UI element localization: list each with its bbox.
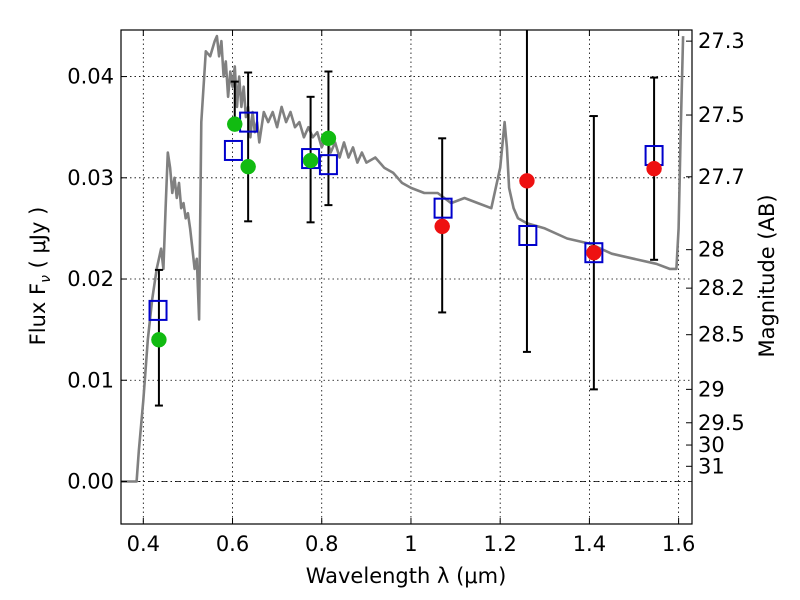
y-axis-label-subscript: ν [38, 275, 54, 283]
model-spectrum [121, 34, 685, 483]
observed-point-green [151, 332, 167, 348]
x-tick-label: 0.6 [216, 532, 249, 556]
magnitude-tick-label: 28 [698, 238, 725, 262]
magnitude-tick-label: 27.3 [698, 29, 745, 53]
y-axis-label-main: Flux F [26, 283, 50, 345]
y-tick-label: 0.00 [67, 469, 114, 493]
x-tick-label: 1.6 [662, 532, 695, 556]
magnitude-tick-label: 28.2 [698, 276, 745, 300]
error-bars [154, 30, 659, 407]
observed-point-green [240, 158, 256, 175]
x-tick-label: 0.4 [127, 532, 160, 556]
observed-point-red [646, 160, 662, 177]
model-square-point [223, 139, 243, 161]
model-square-point [433, 197, 453, 219]
observed-photometry-points [151, 116, 662, 348]
magnitude-tick-label: 30 [698, 433, 725, 457]
observed-point-red [519, 173, 535, 189]
observed-point-red [586, 244, 602, 261]
x-axis-label: Wavelength λ (μm) [306, 564, 507, 588]
spectrum-line [121, 34, 685, 483]
magnitude-tick-label: 27.5 [698, 103, 745, 127]
y-tick-labels: 0.00 0.01 0.02 0.03 0.04 [67, 65, 114, 494]
observed-point-red [434, 218, 450, 235]
magnitude-tick-label: 27.7 [698, 165, 745, 189]
y-axis-label: Flux Fν ( μJy ) [26, 207, 54, 346]
x-tick-label: 1.4 [573, 532, 606, 556]
x-tick-labels: 0.4 0.6 0.8 1 1.2 1.4 1.6 [127, 532, 696, 556]
magnitude-tick-label: 29 [698, 377, 725, 401]
model-square-point [318, 154, 338, 176]
x-tick-label: 0.8 [305, 532, 338, 556]
y-right-axis-label: Magnitude (AB) [755, 194, 779, 357]
grid-lines [121, 30, 692, 524]
axis-ticks [121, 30, 692, 524]
model-square-point [518, 224, 538, 246]
observed-point-green [320, 130, 337, 147]
x-tick-label: 1.2 [483, 532, 516, 556]
plot-frame [120, 29, 693, 525]
y-tick-label: 0.01 [67, 368, 114, 392]
magnitude-tick-label: 31 [698, 454, 725, 478]
model-square-point [148, 299, 168, 321]
observed-point-green [227, 116, 243, 132]
y-axis-label-unit: ( μJy ) [26, 207, 50, 275]
model-photometry-points [148, 111, 664, 321]
y-tick-label: 0.04 [67, 65, 114, 89]
x-tick-label: 1 [404, 532, 417, 556]
y-tick-label: 0.02 [67, 267, 114, 291]
magnitude-tick-label: 29.5 [698, 411, 745, 435]
magnitude-tick-label: 28.5 [698, 323, 745, 347]
model-square-point [584, 242, 604, 264]
y-tick-label: 0.03 [67, 166, 114, 190]
observed-point-green [302, 152, 319, 169]
